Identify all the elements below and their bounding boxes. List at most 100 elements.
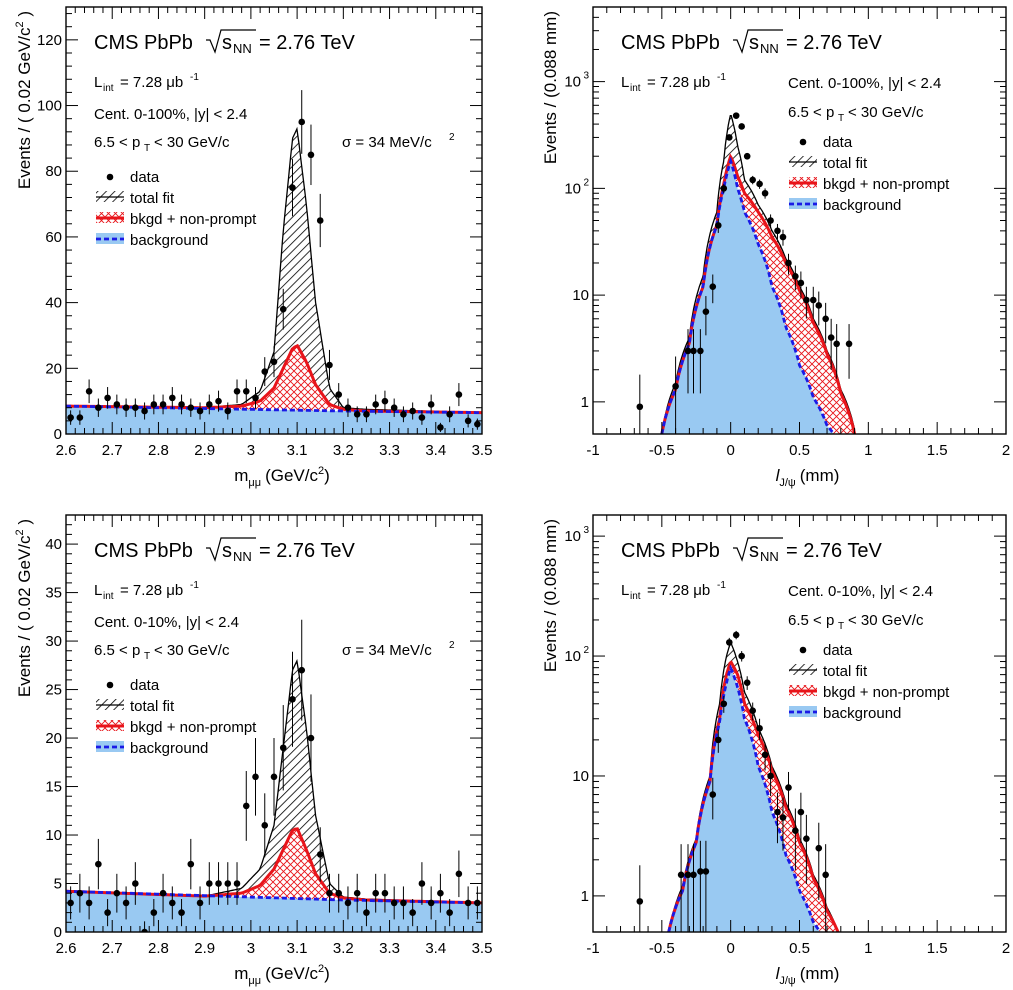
data-point bbox=[684, 347, 692, 355]
x-axis-label: lJ/ψ (mm) bbox=[776, 964, 840, 987]
data-point bbox=[709, 791, 717, 798]
x-tick-label: 2.9 bbox=[194, 940, 215, 957]
data-point bbox=[104, 909, 111, 916]
data-point bbox=[122, 404, 130, 412]
sqrt-symbol bbox=[733, 537, 783, 562]
data-point bbox=[702, 308, 710, 315]
x-tick-label: 2.6 bbox=[56, 442, 77, 459]
x-tick-label: -1 bbox=[586, 442, 599, 459]
data-point bbox=[690, 347, 697, 355]
lumi-exponent: -1 bbox=[717, 580, 726, 591]
data-point bbox=[196, 407, 204, 415]
data-point bbox=[242, 802, 250, 810]
x-tick-label: 3.1 bbox=[287, 442, 308, 459]
data-point bbox=[732, 112, 740, 119]
data-point bbox=[169, 394, 176, 402]
legend-data-marker bbox=[106, 681, 114, 689]
x-tick-label: 2 bbox=[1002, 442, 1010, 459]
data-point bbox=[400, 410, 407, 418]
energy-label: = 2.76 TeV bbox=[259, 540, 355, 562]
sqrt-s-label: s bbox=[749, 32, 759, 54]
data-point bbox=[827, 334, 835, 341]
data-point bbox=[67, 414, 74, 421]
x-tick-label: -0.5 bbox=[649, 940, 675, 957]
lumi-exponent: -1 bbox=[190, 72, 199, 83]
data-point bbox=[785, 259, 792, 267]
data-point bbox=[427, 401, 435, 408]
data-point bbox=[159, 889, 167, 897]
data-points bbox=[67, 619, 481, 932]
y-axis-label: Events / ( 0.02 GeV/c2 ) bbox=[14, 11, 34, 189]
data-point bbox=[702, 868, 710, 875]
data-point bbox=[335, 391, 343, 398]
x-tick-label: 2 bbox=[1002, 940, 1010, 957]
data-point bbox=[261, 822, 269, 829]
y-tick-label: 10 bbox=[572, 287, 589, 304]
data-point bbox=[178, 909, 185, 916]
data-point bbox=[150, 909, 158, 916]
data-point bbox=[159, 401, 167, 408]
x-tick-label: 1.5 bbox=[927, 940, 948, 957]
data-point bbox=[697, 347, 704, 355]
x-tick-label: 2.8 bbox=[148, 442, 169, 459]
lumi-value: = 7.28 μb bbox=[120, 582, 183, 599]
lumi-label: L bbox=[94, 582, 102, 599]
data-point bbox=[725, 639, 733, 646]
x-tick-label: 3.1 bbox=[287, 940, 308, 957]
data-point bbox=[792, 827, 799, 834]
legend-data-marker bbox=[106, 173, 114, 181]
x-tick-label: 3.2 bbox=[333, 940, 354, 957]
legend: data total fit bkgd + non-prompt background bbox=[789, 642, 950, 722]
sqrt-symbol bbox=[733, 29, 783, 54]
data-point bbox=[815, 844, 823, 852]
data-point bbox=[767, 217, 774, 224]
legend-nonprompt-label: bkgd + non-prompt bbox=[130, 719, 257, 736]
data-point bbox=[132, 404, 139, 412]
data-point bbox=[252, 394, 259, 402]
data-point bbox=[326, 361, 333, 369]
data-point bbox=[761, 189, 769, 197]
data-point bbox=[95, 404, 102, 412]
data-point bbox=[353, 410, 361, 418]
y-tick-exponent: 2 bbox=[583, 177, 589, 188]
data-point bbox=[720, 185, 728, 192]
data-point bbox=[400, 899, 407, 907]
data-point bbox=[455, 391, 463, 398]
y-tick-label: 40 bbox=[45, 536, 62, 553]
centrality-label: Cent. 0-100%, |y| < 2.4 bbox=[94, 106, 247, 123]
y-axis-label: Events / (0.088 mm) bbox=[541, 519, 560, 672]
data-point bbox=[714, 222, 722, 229]
data-points bbox=[636, 112, 853, 434]
data-point bbox=[316, 217, 324, 224]
data-point bbox=[822, 871, 829, 879]
data-point bbox=[233, 388, 241, 395]
x-tick-label: 0.5 bbox=[789, 442, 810, 459]
data-point bbox=[76, 889, 84, 897]
data-point bbox=[437, 889, 444, 897]
data-point bbox=[85, 899, 93, 907]
y-tick-label: 0 bbox=[54, 924, 62, 941]
y-tick-label: 20 bbox=[45, 360, 62, 377]
legend-background-swatch bbox=[789, 706, 817, 717]
x-tick-label: 0.5 bbox=[789, 940, 810, 957]
y-tick-exponent: 3 bbox=[583, 71, 589, 82]
data-point bbox=[677, 871, 685, 879]
x-tick-label: 0 bbox=[726, 940, 734, 957]
data-point bbox=[636, 403, 644, 411]
data-point bbox=[298, 666, 306, 674]
y-axis-label: Events / (0.088 mm) bbox=[541, 11, 560, 164]
data-point bbox=[95, 860, 102, 868]
data-point bbox=[749, 707, 756, 715]
legend-total-fit-label: total fit bbox=[130, 698, 175, 715]
x-tick-label: 3.3 bbox=[379, 442, 400, 459]
background-area bbox=[661, 161, 834, 434]
data-point bbox=[409, 407, 416, 415]
data-point bbox=[756, 724, 763, 732]
y-tick-label: 10 bbox=[564, 528, 581, 545]
experiment-label: CMS PbPb bbox=[621, 32, 720, 54]
data-point bbox=[122, 899, 130, 907]
background-area bbox=[66, 406, 482, 434]
data-point bbox=[738, 652, 745, 660]
y-tick-exponent: 2 bbox=[583, 645, 589, 656]
